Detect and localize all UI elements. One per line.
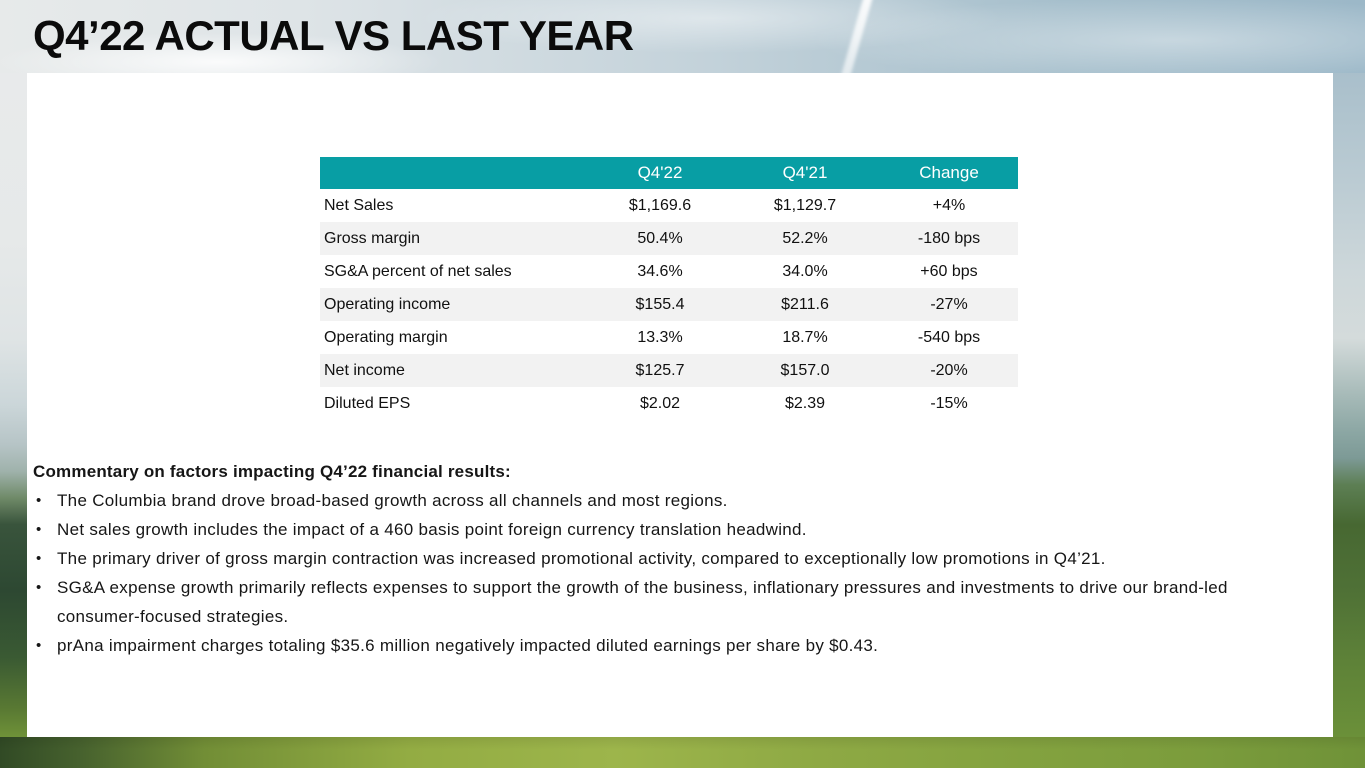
table-row: Net income $125.7 $157.0 -20% [320, 354, 1018, 387]
row-label: Operating margin [324, 328, 448, 346]
value-q422: 50.4% [637, 229, 683, 247]
value-q421: $1,129.7 [773, 196, 837, 214]
financials-table-container: Q4'22 Q4'21 Change Net Sales $1,169.6 $1… [320, 157, 1018, 420]
page-title: Q4’22 ACTUAL VS LAST YEAR [33, 12, 634, 59]
bullet-text: Net sales growth includes the impact of … [57, 520, 807, 539]
table-row: Operating income $155.4 $211.6 -27% [320, 288, 1018, 321]
table-row: Net Sales $1,169.6 $1,129.7 +4% [320, 189, 1018, 222]
row-label: Diluted EPS [324, 394, 411, 412]
table-row: Operating margin 13.3% 18.7% -540 bps [320, 321, 1018, 354]
bullet-text: prAna impairment charges totaling $35.6 … [57, 636, 879, 655]
value-q422: $155.4 [635, 295, 685, 313]
table-row: Diluted EPS $2.02 $2.39 -15% [320, 387, 1018, 420]
right-scenery [1333, 73, 1365, 737]
bullet-text: The primary driver of gross margin contr… [57, 549, 1106, 568]
bullet-icon: • [36, 637, 42, 654]
content-card: Q4'22 Q4'21 Change Net Sales $1,169.6 $1… [27, 73, 1333, 737]
row-label: SG&A percent of net sales [324, 262, 512, 280]
bullet-item: • SG&A expense growth primarily reflects… [33, 573, 1328, 631]
row-label: Net income [324, 361, 405, 379]
bullet-icon: • [36, 579, 42, 596]
col-header-metric [320, 157, 590, 189]
value-q421: 52.2% [782, 229, 828, 247]
bullet-item: • Net sales growth includes the impact o… [33, 515, 1328, 544]
value-q421: 34.0% [782, 262, 828, 280]
bullet-text: SG&A expense growth primarily reflects e… [57, 578, 1228, 626]
col-header-change: Change [880, 157, 1018, 189]
value-q422: 34.6% [637, 262, 683, 280]
value-q421: $157.0 [780, 361, 830, 379]
bullet-list: • The Columbia brand drove broad-based g… [33, 486, 1328, 660]
bullet-item: • The primary driver of gross margin con… [33, 544, 1328, 573]
grass-band [0, 737, 1365, 768]
table-header-row: Q4'22 Q4'21 Change [320, 157, 1018, 189]
value-q422: $125.7 [635, 361, 685, 379]
value-q422: $1,169.6 [628, 196, 692, 214]
bullet-text: The Columbia brand drove broad-based gro… [57, 491, 728, 510]
left-scenery [0, 73, 27, 737]
row-label: Net Sales [324, 196, 394, 214]
value-change: -15% [930, 394, 968, 412]
value-change: -540 bps [917, 328, 981, 346]
table-row: SG&A percent of net sales 34.6% 34.0% +6… [320, 255, 1018, 288]
value-change: -180 bps [917, 229, 981, 247]
bullet-item: • prAna impairment charges totaling $35.… [33, 631, 1328, 660]
col-header-q421: Q4'21 [730, 157, 880, 189]
col-header-q422: Q4'22 [590, 157, 730, 189]
value-change: -20% [930, 361, 968, 379]
row-label: Gross margin [324, 229, 421, 247]
bullet-item: • The Columbia brand drove broad-based g… [33, 486, 1328, 515]
value-q421: 18.7% [782, 328, 828, 346]
value-q422: 13.3% [637, 328, 683, 346]
bullet-icon: • [36, 492, 42, 509]
row-label: Operating income [324, 295, 451, 313]
value-q421: $211.6 [781, 295, 829, 313]
table-row: Gross margin 50.4% 52.2% -180 bps [320, 222, 1018, 255]
value-q422: $2.02 [639, 394, 681, 412]
value-change: +4% [932, 196, 966, 214]
bullet-icon: • [36, 550, 42, 567]
value-change: -27% [930, 295, 968, 313]
sky-background [0, 0, 1365, 88]
financials-table: Q4'22 Q4'21 Change Net Sales $1,169.6 $1… [320, 157, 1018, 420]
commentary-heading: Commentary on factors impacting Q4’22 fi… [33, 462, 511, 481]
bullet-icon: • [36, 521, 42, 538]
commentary-section: Commentary on factors impacting Q4’22 fi… [33, 457, 1328, 660]
value-change: +60 bps [920, 262, 978, 280]
value-q421: $2.39 [784, 394, 826, 412]
